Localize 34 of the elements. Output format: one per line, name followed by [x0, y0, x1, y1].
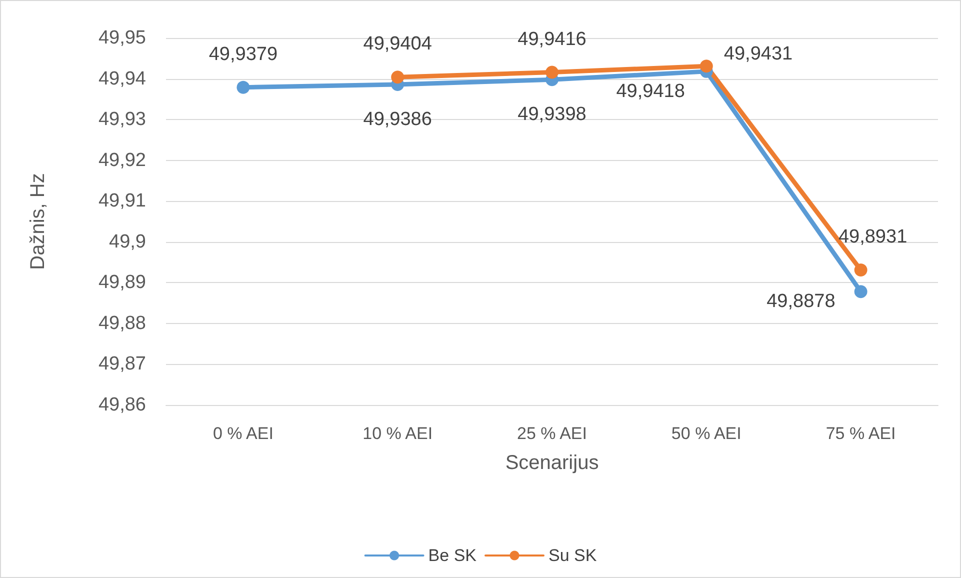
legend-label: Be SK [428, 546, 478, 565]
data-label: 49,9416 [518, 28, 586, 50]
x-tick-label: 75 % AEI [826, 424, 896, 443]
y-tick-label: 49,92 [98, 150, 146, 171]
point [854, 264, 868, 277]
point [854, 285, 868, 298]
point [546, 66, 558, 79]
data-label: 49,8878 [766, 291, 836, 312]
data-label: 49,9379 [208, 44, 278, 65]
y-tick-label: 49,95 [98, 28, 146, 48]
x-tick-label: 10 % AEI [362, 424, 433, 443]
y-tick-label: 49,86 [98, 394, 146, 416]
data-label: 49,8931 [838, 226, 908, 248]
x-tick-label: 50 % AEI [671, 424, 742, 443]
data-label: 49,9431 [724, 44, 793, 65]
point [700, 60, 713, 73]
x-tick-label: 25 % AEI [517, 424, 587, 443]
y-axis-title: Dažnis, Hz [27, 173, 49, 270]
y-tick-label: 49,91 [98, 190, 146, 212]
y-tick-label: 49,88 [98, 312, 146, 334]
y-tick-label: 49,93 [98, 109, 146, 130]
y-tick-label: 49,87 [98, 354, 146, 375]
data-label: 49,9404 [363, 34, 432, 55]
data-label: 49,9386 [363, 108, 432, 130]
data-label: 49,9398 [518, 104, 586, 126]
y-tick-label: 49,9 [109, 231, 146, 252]
x-tick-label: 0 % AEI [212, 424, 274, 443]
y-tick-label: 49,89 [98, 272, 146, 294]
legend-label: Su SK [548, 546, 598, 565]
point [236, 80, 250, 94]
x-axis-title: Scenarijus [505, 452, 599, 474]
y-tick-label: 49,94 [98, 68, 146, 90]
data-label: 49,9418 [616, 80, 685, 102]
point [391, 70, 404, 84]
